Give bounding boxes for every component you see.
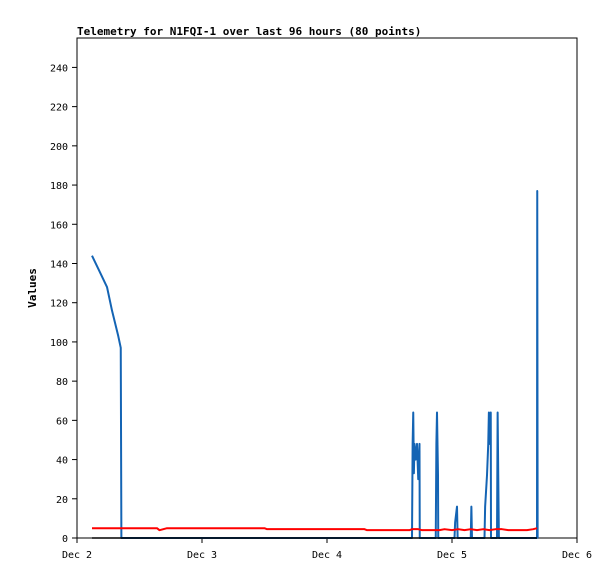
x-axis: Dec 2 Dec 3 Dec 4 Dec 5 Dec 6 — [62, 538, 592, 561]
y-tick-label: 200 — [50, 142, 68, 153]
x-tick-label: Dec 4 — [312, 550, 342, 561]
y-tick-label: 220 — [50, 103, 68, 114]
y-tick-label: 140 — [50, 259, 68, 270]
y-tick-label: 160 — [50, 220, 68, 231]
x-tick-label: Dec 3 — [187, 550, 217, 561]
y-tick-label: 0 — [62, 534, 68, 545]
y-tick-label: 240 — [50, 63, 68, 74]
x-tick-label: Dec 5 — [437, 550, 467, 561]
y-tick-label: 120 — [50, 299, 68, 310]
plot-area-frame — [76, 37, 578, 539]
y-tick-label: 180 — [50, 181, 68, 192]
series-group — [91, 189, 539, 539]
series-line-red — [92, 527, 538, 532]
y-tick-label: 100 — [50, 338, 68, 349]
y-axis: 0 20 40 60 80 100 120 140 160 180 200 220 240 — [50, 63, 77, 545]
x-tick-label: Dec 6 — [562, 550, 592, 561]
series-line-blue — [91, 189, 539, 539]
y-tick-label: 20 — [56, 495, 68, 506]
y-tick-label: 60 — [56, 416, 68, 427]
chart-title: Telemetry for N1FQI-1 over last 96 hours… — [77, 25, 421, 38]
y-tick-label: 80 — [56, 377, 68, 388]
y-axis-label: Values — [26, 268, 39, 308]
y-tick-label: 40 — [56, 456, 68, 467]
x-tick-label: Dec 2 — [62, 550, 92, 561]
